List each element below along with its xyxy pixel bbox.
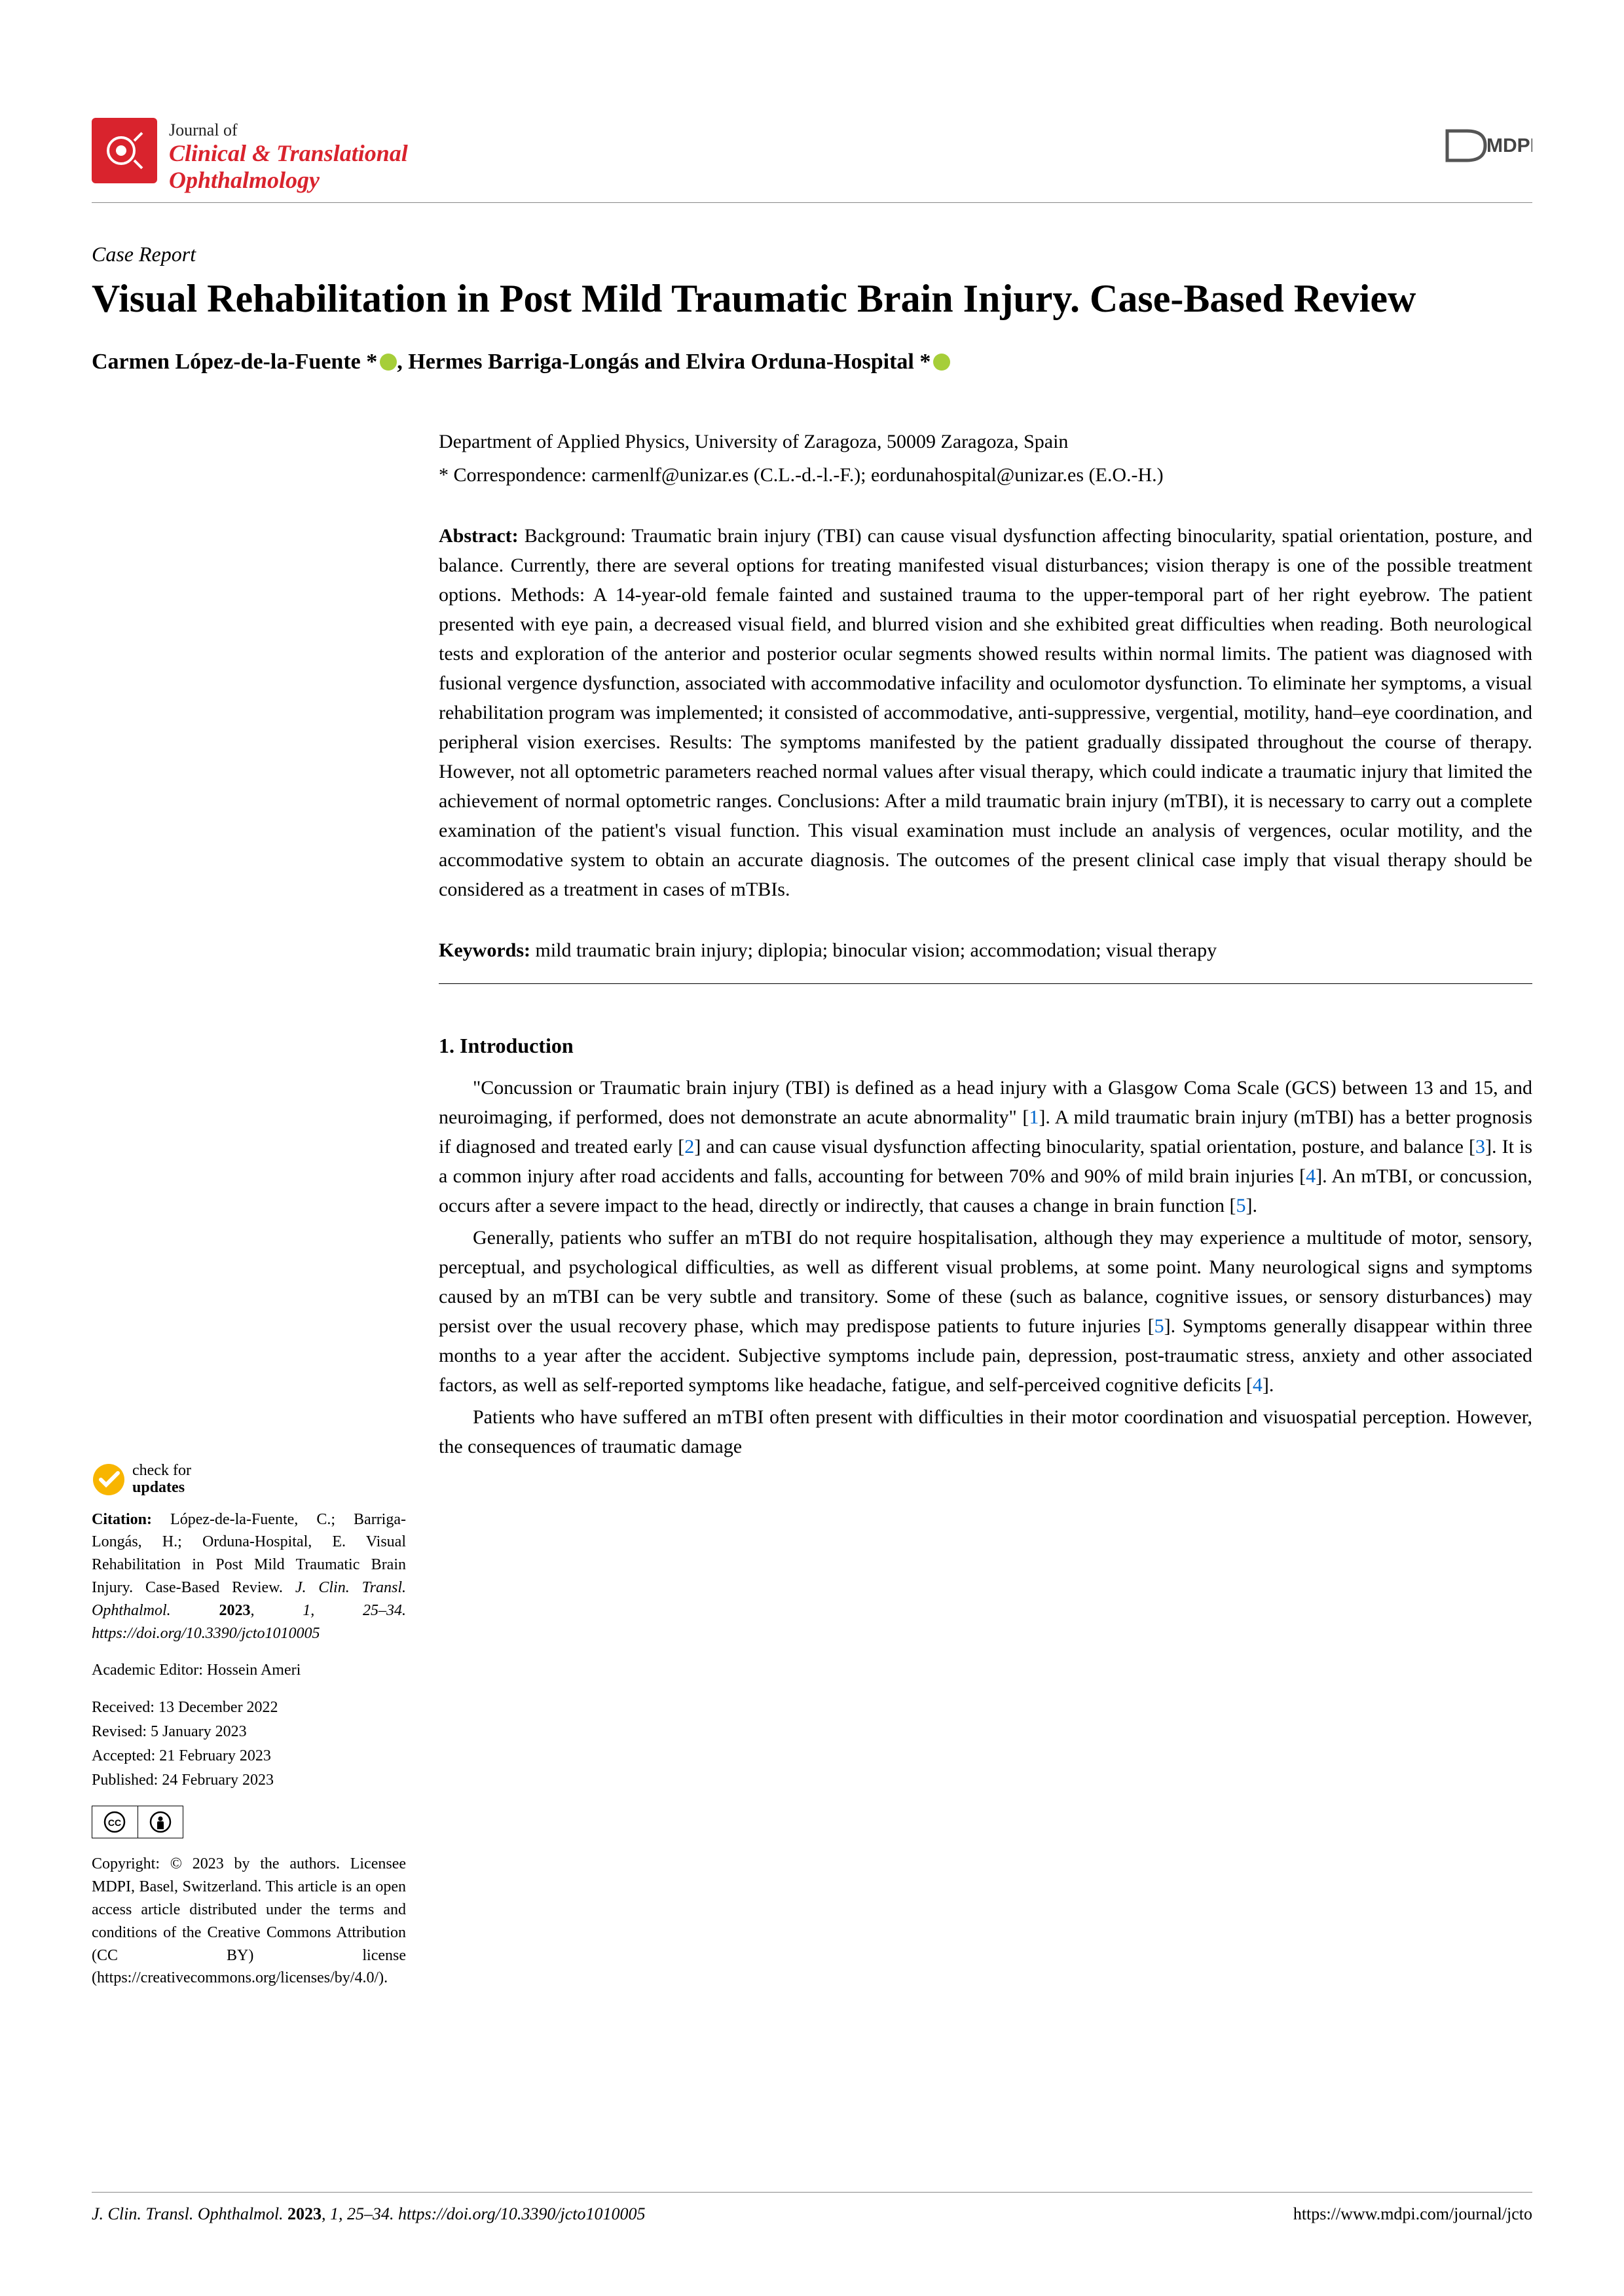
journal-block: Journal of Clinical & Translational Opht… xyxy=(92,118,408,194)
keywords: Keywords: mild traumatic brain injury; d… xyxy=(439,936,1532,965)
journal-line3: Ophthalmology xyxy=(169,167,408,194)
intro-para-1: "Concussion or Traumatic brain injury (T… xyxy=(439,1073,1532,1220)
citation-year: 2023 xyxy=(171,1602,251,1619)
ref-3[interactable]: 3 xyxy=(1475,1136,1485,1157)
mdpi-text: MDPI xyxy=(1486,135,1532,156)
affiliation: Department of Applied Physics, Universit… xyxy=(439,427,1532,456)
keywords-label: Keywords: xyxy=(439,939,530,961)
page-header: Journal of Clinical & Translational Opht… xyxy=(92,118,1532,203)
sidebar: check for updates Citation: López-de-la-… xyxy=(92,427,406,2005)
date-revised: Revised: 5 January 2023 xyxy=(92,1721,406,1743)
citation-block: Citation: López-de-la-Fuente, C.; Barrig… xyxy=(92,1508,406,1645)
cc-icon: CC xyxy=(92,1806,138,1838)
sidebar-spacer xyxy=(92,427,406,1448)
ref-1[interactable]: 1 xyxy=(1029,1106,1039,1128)
author-rest: , Hermes Barriga-Longás and Elvira Ordun… xyxy=(397,350,931,374)
check-l1: check for xyxy=(132,1463,191,1479)
keywords-rule xyxy=(439,983,1532,984)
check-updates-text: check for updates xyxy=(132,1463,191,1495)
main-column: Department of Applied Physics, Universit… xyxy=(439,427,1532,2005)
orcid-icon[interactable] xyxy=(933,354,950,371)
journal-logo-icon xyxy=(92,118,157,183)
dates-block: Received: 13 December 2022 Revised: 5 Ja… xyxy=(92,1696,406,1791)
orcid-icon[interactable] xyxy=(380,354,397,371)
copyright-text: © 2023 by the authors. Licensee MDPI, Ba… xyxy=(92,1855,406,1986)
cc-by-badge-icon[interactable]: CC xyxy=(92,1806,183,1838)
abstract: Abstract: Background: Traumatic brain in… xyxy=(439,521,1532,904)
ref-2[interactable]: 2 xyxy=(684,1136,694,1157)
citation-label: Citation: xyxy=(92,1511,152,1528)
date-published: Published: 24 February 2023 xyxy=(92,1769,406,1792)
check-updates[interactable]: check for updates xyxy=(92,1463,406,1497)
check-l2: updates xyxy=(132,1480,191,1496)
author-1: Carmen López-de-la-Fuente * xyxy=(92,350,377,374)
article-type: Case Report xyxy=(92,242,1532,266)
svg-text:CC: CC xyxy=(108,1817,121,1828)
article-title: Visual Rehabilitation in Post Mild Traum… xyxy=(92,274,1532,323)
journal-line1: Journal of xyxy=(169,120,408,140)
by-icon xyxy=(138,1806,183,1838)
correspondence: * Correspondence: carmenlf@unizar.es (C.… xyxy=(439,460,1532,490)
mdpi-logo-icon: MDPI xyxy=(1441,118,1532,170)
footer-right[interactable]: https://www.mdpi.com/journal/jcto xyxy=(1293,2204,1532,2224)
footer-journal: J. Clin. Transl. Ophthalmol. xyxy=(92,2204,287,2223)
copyright-block: Copyright: © 2023 by the authors. Licens… xyxy=(92,1853,406,1990)
footer-left: J. Clin. Transl. Ophthalmol. 2023, 1, 25… xyxy=(92,2204,646,2224)
footer-tail: , 1, 25–34. https://doi.org/10.3390/jcto… xyxy=(322,2204,645,2223)
page-footer: J. Clin. Transl. Ophthalmol. 2023, 1, 25… xyxy=(92,2192,1532,2224)
check-updates-icon xyxy=(92,1463,126,1497)
abstract-label: Abstract: xyxy=(439,525,519,547)
journal-line2: Clinical & Translational xyxy=(169,140,408,167)
keywords-text: mild traumatic brain injury; diplopia; b… xyxy=(530,939,1217,961)
copyright-label: Copyright: xyxy=(92,1855,160,1872)
ref-5b[interactable]: 5 xyxy=(1154,1315,1164,1337)
academic-editor: Academic Editor: Hossein Ameri xyxy=(92,1659,406,1682)
ref-5[interactable]: 5 xyxy=(1236,1195,1246,1216)
footer-year: 2023 xyxy=(287,2204,322,2223)
section-1-heading: 1. Introduction xyxy=(439,1030,1532,1061)
date-accepted: Accepted: 21 February 2023 xyxy=(92,1745,406,1768)
intro-para-2: Generally, patients who suffer an mTBI d… xyxy=(439,1223,1532,1400)
abstract-text: Background: Traumatic brain injury (TBI)… xyxy=(439,525,1532,900)
journal-title: Journal of Clinical & Translational Opht… xyxy=(169,118,408,194)
authors-line: Carmen López-de-la-Fuente * , Hermes Barr… xyxy=(92,350,1532,374)
intro-para-3: Patients who have suffered an mTBI often… xyxy=(439,1402,1532,1461)
ref-4b[interactable]: 4 xyxy=(1253,1374,1263,1396)
ref-4[interactable]: 4 xyxy=(1306,1165,1316,1187)
date-received: Received: 13 December 2022 xyxy=(92,1696,406,1719)
main-content: check for updates Citation: López-de-la-… xyxy=(92,427,1532,2005)
